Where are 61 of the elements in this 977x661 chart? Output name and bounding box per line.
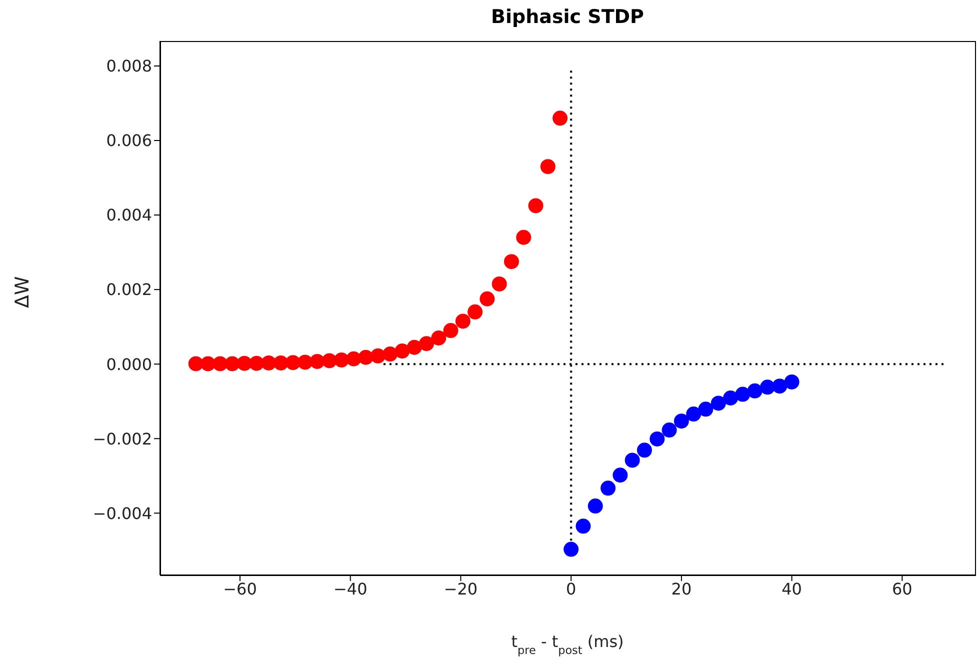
point [528,198,544,214]
point [552,110,568,126]
point [588,498,603,514]
point [600,480,616,496]
point [394,344,410,359]
point [686,406,702,422]
point [650,431,665,446]
point [285,355,300,370]
point [273,355,288,370]
point [455,314,470,329]
y-tick-label: −0.002 [92,429,152,448]
point [370,348,386,364]
point [564,542,579,557]
y-tick-label: 0.002 [106,280,152,300]
y-axis-title: ΔW [12,276,34,308]
x-axis-title: t$_{pre}$ - t$_{post}$ (ms) [511,632,624,656]
point [200,356,216,372]
point [358,350,374,365]
x-tick-label: −40 [333,579,368,598]
point [468,304,483,320]
point [322,353,337,368]
point [723,390,738,406]
point [636,442,652,458]
point [674,414,689,429]
point [406,340,422,355]
point [382,346,398,362]
point [747,383,762,398]
point [624,452,640,468]
point [612,468,628,483]
point [188,356,204,372]
point [516,230,532,245]
point [431,330,446,346]
point [540,159,556,174]
y-tick-label: 0.000 [106,354,152,374]
point [710,396,726,411]
point [443,323,458,338]
x-tick-label: 40 [782,579,802,598]
y-tick-label: 0.006 [106,131,152,150]
x-tick-label: 0 [566,579,576,598]
chart-title: Biphasic STDP [490,6,645,28]
point [224,356,240,372]
point [419,336,434,352]
point [735,386,750,402]
point [236,356,252,371]
x-tick-label: −20 [444,579,478,598]
point [760,380,776,395]
y-tick-label: 0.004 [106,206,152,225]
x-tick-label: 20 [671,579,692,598]
x-tick-label: 60 [892,579,912,598]
point [480,291,495,306]
y-tick-label: 0.008 [106,56,152,76]
y-tick-label: −0.004 [92,504,152,523]
point [662,422,677,438]
point [576,518,591,534]
point [772,378,788,394]
x-tick-label: −60 [223,579,257,598]
point [310,354,325,369]
point [492,276,507,292]
point [698,402,714,417]
point [504,254,519,270]
point [784,374,800,390]
